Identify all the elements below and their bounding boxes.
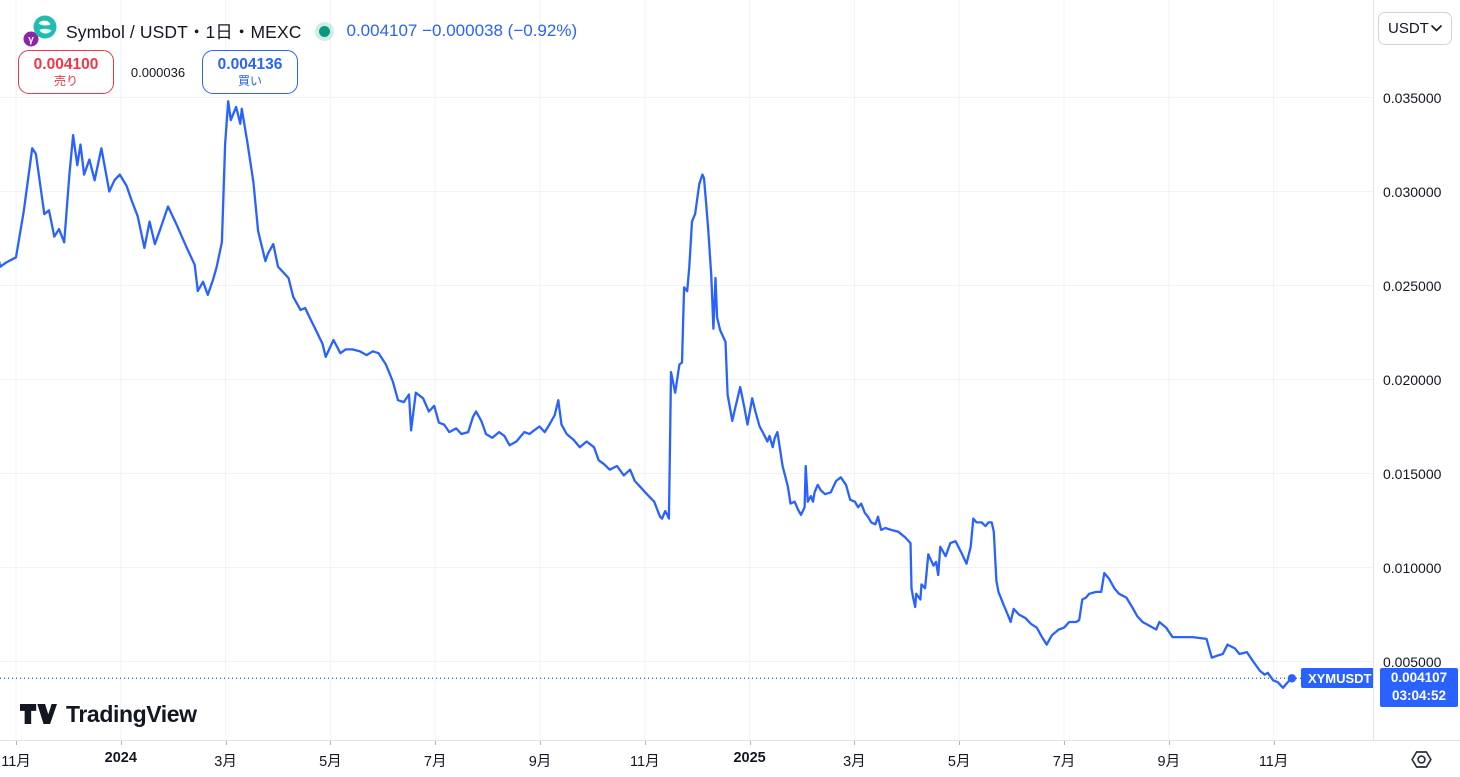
time-tick-label: 5月 bbox=[947, 754, 971, 770]
price-tick-label: 0.010000 bbox=[1383, 559, 1442, 576]
price-axis[interactable]: 0.004107 03:04:52 0.035000 0.030000 0.0250… bbox=[1373, 0, 1460, 740]
order-buttons: 0.004100 売り 0.000036 0.004136 買い bbox=[18, 50, 298, 94]
price-tick-label: 0.025000 bbox=[1383, 277, 1442, 294]
sell-price: 0.004100 bbox=[33, 55, 99, 73]
time-tick-label: 11月 bbox=[1, 754, 31, 770]
time-tick-label: 11月 bbox=[1258, 754, 1289, 770]
time-tick-label: 2024 bbox=[104, 750, 137, 766]
time-tick-label: 5月 bbox=[319, 754, 342, 770]
time-tick-label: 3月 bbox=[214, 754, 237, 770]
time-tick-mark bbox=[435, 741, 437, 745]
price-tick-label: 0.005000 bbox=[1383, 653, 1442, 670]
time-axis[interactable]: 11月 2024 3月 5月 7月 9月 11月 2025 3月 5月 7月 9月 11月 bbox=[0, 740, 1460, 777]
time-tick-label: 9月 bbox=[528, 754, 552, 770]
tradingview-logo-link[interactable]: TradingView bbox=[20, 700, 197, 728]
time-tick-mark bbox=[16, 741, 17, 745]
time-tick-mark bbox=[959, 741, 961, 745]
sell-button[interactable]: 0.004100 売り bbox=[18, 50, 114, 94]
time-tick-mark bbox=[749, 741, 751, 745]
time-tick-mark bbox=[1064, 741, 1065, 745]
time-tick-label: 11月 bbox=[630, 754, 660, 770]
price-tick-label: 0.020000 bbox=[1383, 371, 1442, 388]
chart-legend: γ Symbol / USDT・1日・MEXC 0.004107 −0.0000… bbox=[20, 15, 577, 47]
tradingview-logo-text: TradingView bbox=[66, 700, 197, 727]
time-tick-mark bbox=[330, 741, 332, 745]
eye-icon bbox=[1410, 750, 1432, 768]
price-tick-label: 0.030000 bbox=[1383, 183, 1442, 200]
svg-text:γ: γ bbox=[28, 35, 34, 46]
last-price-axis-label: 0.004107 03:04:52 bbox=[1380, 667, 1458, 707]
price-line-chart bbox=[0, 0, 1373, 740]
last-price-symbol-badge: XYMUSDT bbox=[1300, 668, 1373, 689]
symbol-title[interactable]: Symbol / USDT・1日・MEXC bbox=[66, 21, 302, 42]
time-tick-mark bbox=[854, 741, 856, 745]
bar-countdown: 03:04:52 bbox=[1391, 688, 1447, 704]
sell-label: 売り bbox=[53, 74, 78, 89]
time-tick-label: 3月 bbox=[843, 754, 866, 770]
time-tick-label: 7月 bbox=[1052, 754, 1076, 770]
time-tick-mark bbox=[1168, 741, 1170, 745]
symbol-pair-logo-icon: γ bbox=[20, 14, 60, 48]
currency-selector-value: USDT bbox=[1388, 20, 1429, 37]
time-tick-label: 7月 bbox=[423, 754, 447, 770]
time-tick-mark bbox=[644, 741, 646, 745]
last-price-change: 0.004107 −0.000038 (−0.92%) bbox=[346, 21, 578, 40]
chart-canvas[interactable]: XYMUSDT bbox=[0, 0, 1373, 740]
tradingview-logo-icon bbox=[20, 703, 57, 725]
time-tick-mark bbox=[1273, 741, 1275, 745]
time-tick-label: 9月 bbox=[1157, 754, 1181, 770]
market-status-icon bbox=[319, 25, 331, 37]
time-tick-mark bbox=[120, 741, 122, 745]
chevron-down-icon bbox=[1431, 25, 1442, 32]
buy-button[interactable]: 0.004136 買い bbox=[202, 50, 298, 94]
time-tick-label: 2025 bbox=[733, 750, 766, 766]
eye-toggle-button[interactable] bbox=[1405, 744, 1437, 774]
buy-price: 0.004136 bbox=[217, 55, 283, 73]
time-tick-mark bbox=[540, 741, 541, 745]
buy-label: 買い bbox=[237, 74, 262, 89]
spread-value: 0.000036 bbox=[130, 64, 186, 80]
last-price-value: 0.004107 bbox=[1390, 670, 1448, 686]
currency-selector[interactable]: USDT bbox=[1378, 12, 1452, 45]
time-tick-mark bbox=[225, 741, 227, 745]
price-tick-label: 0.035000 bbox=[1383, 89, 1442, 106]
price-tick-label: 0.015000 bbox=[1383, 465, 1442, 482]
